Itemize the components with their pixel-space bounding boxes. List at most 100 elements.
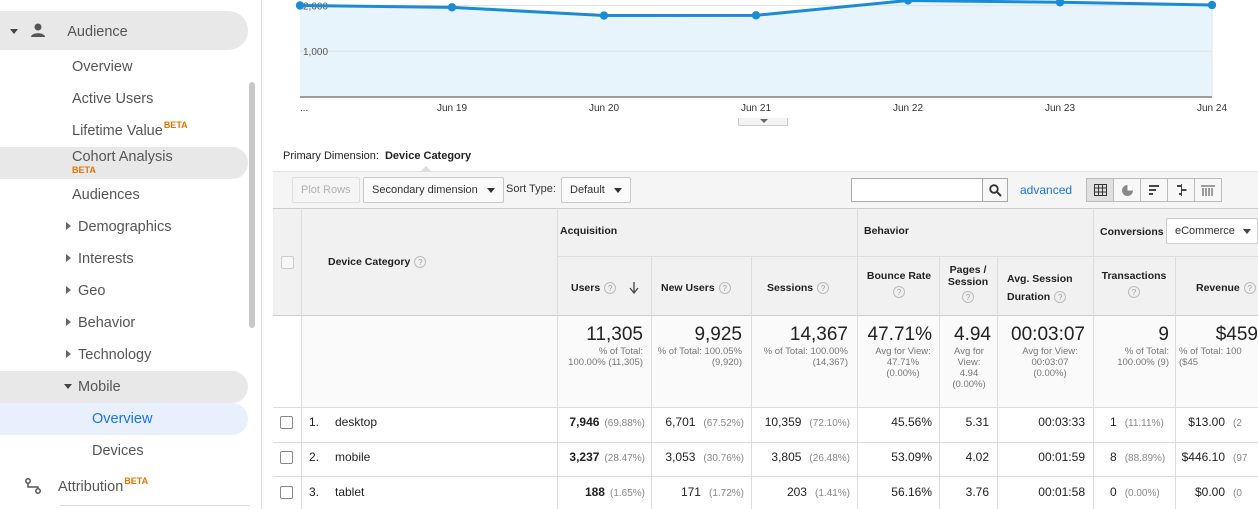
select-all-checkbox[interactable] xyxy=(281,256,294,269)
row-checkbox[interactable] xyxy=(280,486,293,499)
transactions-column-header[interactable]: Transactions? xyxy=(1097,270,1171,298)
row-revenue: $446.10 (97 xyxy=(1179,450,1258,464)
row-new-users-value: 3,053 xyxy=(665,450,696,464)
view-table-button[interactable] xyxy=(1086,178,1114,202)
sidebar-item-interests[interactable]: Interests xyxy=(66,251,134,267)
bounce-rate-column-header[interactable]: Bounce Rate? xyxy=(866,270,932,298)
sessions-column-header[interactable]: Sessions? xyxy=(767,282,830,295)
row-device-link[interactable]: desktop xyxy=(335,415,378,429)
row-new-users-pct: (30.76%) xyxy=(703,453,744,464)
gridline xyxy=(273,476,1258,477)
plot-rows-button[interactable]: Plot Rows xyxy=(292,177,360,203)
row-users: 188 (1.65%) xyxy=(559,485,645,499)
gridline xyxy=(273,208,1258,209)
sidebar-item-technology[interactable]: Technology xyxy=(66,347,151,363)
chart-resize-handle[interactable] xyxy=(738,118,788,126)
new-users-header-label: New Users xyxy=(661,282,715,294)
sidebar-item-behavior[interactable]: Behavior xyxy=(66,315,135,331)
sidebar-item-active-users[interactable]: Active Users xyxy=(72,91,154,107)
view-pie-button[interactable] xyxy=(1113,178,1141,202)
row-sessions: 3,805 (26.48%) xyxy=(754,450,850,464)
device-category-header[interactable]: Device Category? xyxy=(328,256,427,269)
row-device-link[interactable]: mobile xyxy=(335,450,371,464)
secondary-dimension-dropdown[interactable]: Secondary dimension xyxy=(363,177,504,203)
sidebar-section-audience[interactable]: Audience xyxy=(10,22,128,40)
device-category-header-label: Device Category xyxy=(328,256,411,268)
sidebar-item-geo[interactable]: Geo xyxy=(66,283,105,299)
new-users-column-header[interactable]: New Users? xyxy=(661,282,731,295)
secondary-dimension-label: Secondary dimension xyxy=(372,184,478,196)
gridline xyxy=(939,256,940,509)
interests-label: Interests xyxy=(78,251,134,267)
behavior-group-header: Behavior xyxy=(864,225,909,237)
lifetime-beta-badge: BETA xyxy=(163,120,188,130)
transactions-header-label: Transactions xyxy=(1101,270,1167,282)
row-checkbox[interactable] xyxy=(280,451,293,464)
help-icon[interactable]: ? xyxy=(962,291,974,303)
row-revenue-pct: (97 xyxy=(1233,453,1248,464)
search-button[interactable] xyxy=(982,178,1008,202)
technology-label: Technology xyxy=(78,347,152,363)
chart-data-point xyxy=(599,11,609,20)
table-toolbar: Plot Rows Secondary dimension Sort Type:… xyxy=(273,171,1258,208)
total-transactions: 9 % of Total: 100.00% (9) xyxy=(1097,324,1169,368)
row-revenue-value: $0.00 xyxy=(1194,485,1225,499)
help-icon[interactable]: ? xyxy=(718,282,731,295)
chart-area-fill xyxy=(300,0,1212,97)
row-transactions-value: 8 xyxy=(1110,450,1117,464)
gridline xyxy=(1175,256,1176,509)
row-users-pct: (69.88%) xyxy=(604,418,645,429)
row-new-users: 6,701 (67.52%) xyxy=(654,415,744,429)
cohort-label: Cohort Analysis xyxy=(72,149,173,165)
sidebar-item-mobile-overview[interactable]: Overview xyxy=(92,411,153,427)
total-avg-session: 00:03:07 Avg for View: 00:03:07 (0.00%) xyxy=(1001,324,1085,379)
view-comparison-button[interactable] xyxy=(1167,178,1195,202)
help-icon[interactable]: ? xyxy=(1054,291,1067,304)
row-sessions: 203 (1.41%) xyxy=(754,485,850,499)
help-icon[interactable]: ? xyxy=(604,282,617,295)
help-icon[interactable]: ? xyxy=(414,256,427,269)
table-search-input[interactable] xyxy=(851,178,983,202)
sidebar-item-demographics[interactable]: Demographics xyxy=(66,219,172,235)
acquisition-group-header: Acquisition xyxy=(560,225,618,237)
sidebar-item-cohort-analysis[interactable]: Cohort Analysis xyxy=(72,149,173,165)
help-icon[interactable]: ? xyxy=(1243,282,1256,295)
sidebar-item-audiences[interactable]: Audiences xyxy=(72,187,140,203)
row-new-users-pct: (1.72%) xyxy=(708,488,744,499)
view-performance-button[interactable] xyxy=(1140,178,1168,202)
sidebar-item-lifetime-value[interactable]: Lifetime ValueBETA xyxy=(72,120,188,139)
sidebar-scrollbar[interactable] xyxy=(249,82,255,328)
users-column-header[interactable]: Users? xyxy=(571,282,639,295)
sidebar-item-attribution[interactable]: AttributionBETA xyxy=(24,476,148,495)
advanced-link[interactable]: advanced xyxy=(1020,183,1073,197)
row-checkbox[interactable] xyxy=(280,416,293,429)
sort-type-dropdown[interactable]: Default xyxy=(561,177,631,203)
avg-session-duration-column-header[interactable]: Avg. Session Duration? xyxy=(1007,270,1085,306)
revenue-column-header[interactable]: Revenue? xyxy=(1196,282,1256,295)
help-icon[interactable]: ? xyxy=(1128,286,1140,298)
total-pages-session-sub: Avg for View: 4.94 (0.00%) xyxy=(952,346,986,390)
sidebar-item-mobile[interactable]: Mobile xyxy=(64,379,121,395)
total-pages-session-value: 4.94 xyxy=(954,324,991,345)
pages-session-header-label: Pages / Session xyxy=(947,264,989,288)
pages-session-column-header[interactable]: Pages / Session? xyxy=(943,264,993,303)
row-device-link[interactable]: tablet xyxy=(335,485,365,499)
view-pivot-button[interactable] xyxy=(1194,178,1222,202)
row-pages-session: 5.31 xyxy=(965,415,989,429)
row-pages-session: 3.76 xyxy=(965,485,989,499)
conversions-goal-select[interactable]: eCommerce xyxy=(1166,218,1258,244)
help-icon[interactable]: ? xyxy=(893,286,905,298)
row-sessions: 10,359 (72.10%) xyxy=(754,415,850,429)
help-icon[interactable]: ? xyxy=(817,282,830,295)
primary-dimension-value[interactable]: Device Category xyxy=(384,150,472,162)
revenue-header-label: Revenue xyxy=(1196,282,1240,294)
sort-type-value: Default xyxy=(570,184,605,196)
x-tick-label: Jun 21 xyxy=(741,103,771,114)
sidebar-item-devices[interactable]: Devices xyxy=(92,443,144,459)
row-bounce-rate: 45.56% xyxy=(891,415,932,429)
sidebar-item-overview[interactable]: Overview xyxy=(72,59,133,75)
conversions-group-header: Conversions xyxy=(1100,226,1164,238)
gridline xyxy=(273,442,1258,443)
row-sessions-value: 10,359 xyxy=(764,415,802,429)
row-sessions-value: 203 xyxy=(786,485,807,499)
